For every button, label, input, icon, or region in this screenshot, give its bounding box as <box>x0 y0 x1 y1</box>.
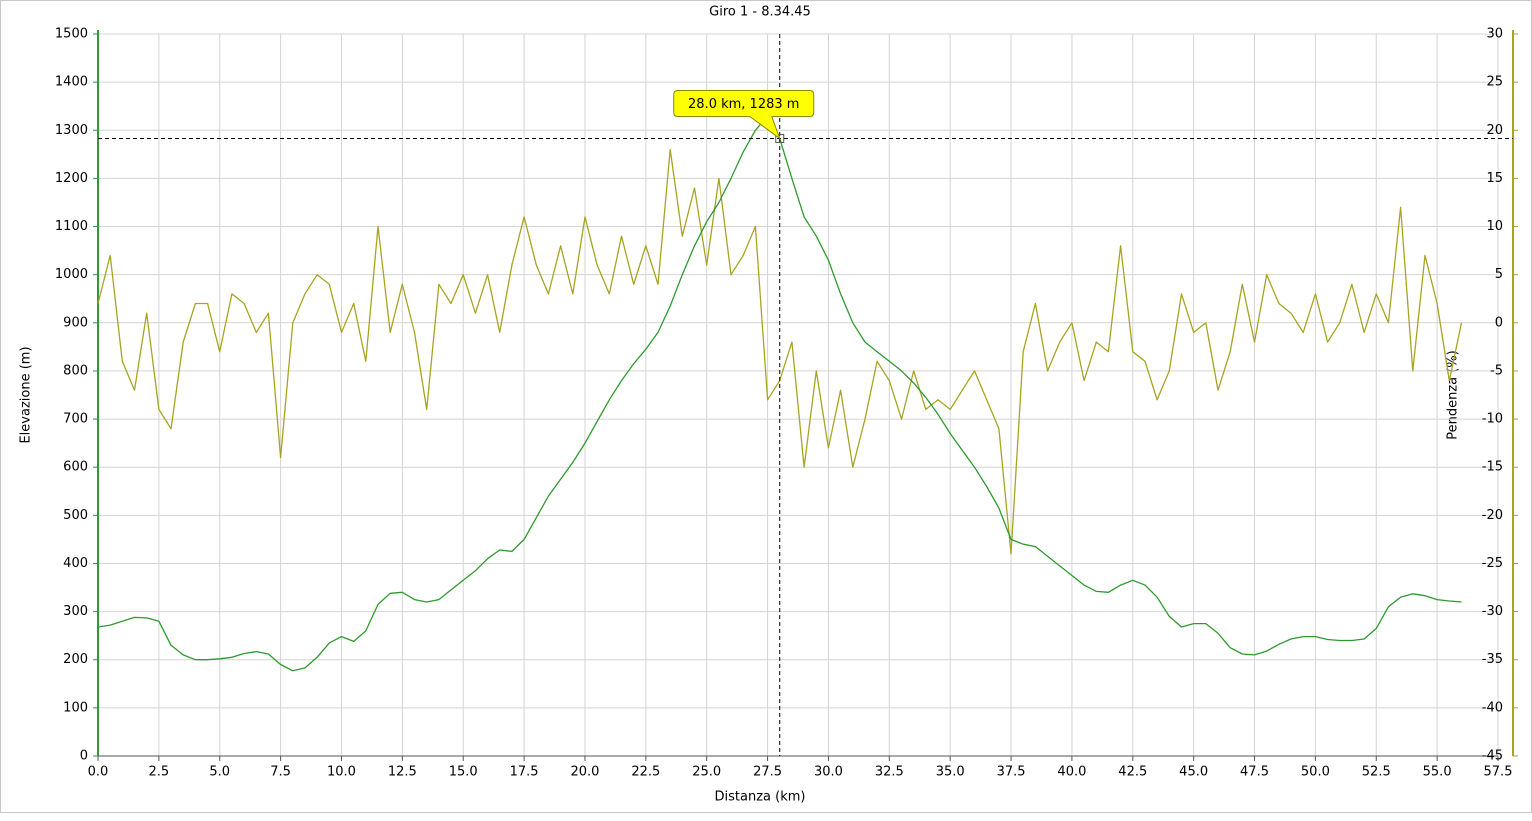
y2-tick-label: -20 <box>1482 508 1503 523</box>
y-tick-label: 1500 <box>55 27 88 42</box>
y-tick-label: 600 <box>63 460 88 475</box>
y-tick-label: 1200 <box>55 171 88 186</box>
x-tick-label: 37.5 <box>997 765 1026 780</box>
y2-tick-label: 15 <box>1486 171 1503 186</box>
y-axis-label: Elevazione (m) <box>19 346 34 443</box>
y-tick-label: 200 <box>63 652 88 667</box>
x-tick-label: 40.0 <box>1057 765 1086 780</box>
plot: 28.0 km, 1283 m <box>97 34 1513 756</box>
y2-tick-label: -10 <box>1482 412 1503 427</box>
y-tick-label: 400 <box>63 556 88 571</box>
y2-tick-label: 30 <box>1486 27 1503 42</box>
x-tick-label: 42.5 <box>1118 765 1147 780</box>
y-tick-label: 900 <box>63 315 88 330</box>
x-tick-label: 15.0 <box>449 765 478 780</box>
x-tick-label: 52.5 <box>1362 765 1391 780</box>
x-tick-label: 20.0 <box>570 765 599 780</box>
y2-tick-label: -5 <box>1490 363 1503 378</box>
y2-tick-label: 20 <box>1486 123 1503 138</box>
y-tick-label: 500 <box>63 508 88 523</box>
y-tick-label: 300 <box>63 604 88 619</box>
y2-tick-label: -40 <box>1482 700 1503 715</box>
x-tick-label: 17.5 <box>510 765 539 780</box>
y2-tick-label: 10 <box>1486 219 1503 234</box>
x-tick-label: 5.0 <box>209 765 230 780</box>
y-tick-label: 1000 <box>55 267 88 282</box>
x-axis-label: Distanza (km) <box>715 790 806 805</box>
x-tick-label: 7.5 <box>270 765 291 780</box>
chart-title: Giro 1 - 8.34.45 <box>709 5 811 20</box>
y2-tick-label: -30 <box>1482 604 1503 619</box>
tooltip-box <box>673 89 815 140</box>
y2-tick-label: -15 <box>1482 460 1503 475</box>
y2-tick-label: -45 <box>1482 749 1503 764</box>
x-tick-label: 10.0 <box>327 765 356 780</box>
x-tick-label: 55.0 <box>1423 765 1452 780</box>
x-tick-label: 35.0 <box>936 765 965 780</box>
x-tick-label: 57.5 <box>1484 765 1513 780</box>
x-tick-label: 0.0 <box>88 765 109 780</box>
x-tick-label: 2.5 <box>149 765 170 780</box>
y2-tick-label: -35 <box>1482 652 1503 667</box>
tooltip-text: 28.0 km, 1283 m <box>688 97 799 112</box>
y-tick-label: 1400 <box>55 75 88 90</box>
y2-tick-label: -25 <box>1482 556 1503 571</box>
x-tick-label: 27.5 <box>753 765 782 780</box>
y2-tick-label: 0 <box>1495 315 1503 330</box>
y-tick-label: 100 <box>63 700 88 715</box>
x-tick-label: 30.0 <box>814 765 843 780</box>
crosshair-marker <box>775 133 785 143</box>
y2-tick-label: 5 <box>1495 267 1503 282</box>
y-tick-label: 1300 <box>55 123 88 138</box>
y-tick-label: 1100 <box>55 219 88 234</box>
grid <box>93 30 1518 761</box>
x-tick-label: 22.5 <box>631 765 660 780</box>
x-tick-label: 45.0 <box>1179 765 1208 780</box>
x-tick-label: 12.5 <box>388 765 417 780</box>
x-tick-label: 25.0 <box>692 765 721 780</box>
x-tick-label: 50.0 <box>1301 765 1330 780</box>
y2-tick-label: 25 <box>1486 75 1503 90</box>
y-tick-label: 700 <box>63 412 88 427</box>
x-tick-label: 47.5 <box>1240 765 1269 780</box>
x-tick-label: 32.5 <box>875 765 904 780</box>
y2-axis-label: Pendenza (%) <box>1446 350 1461 440</box>
y-tick-label: 800 <box>63 363 88 378</box>
y-tick-label: 0 <box>80 749 88 764</box>
